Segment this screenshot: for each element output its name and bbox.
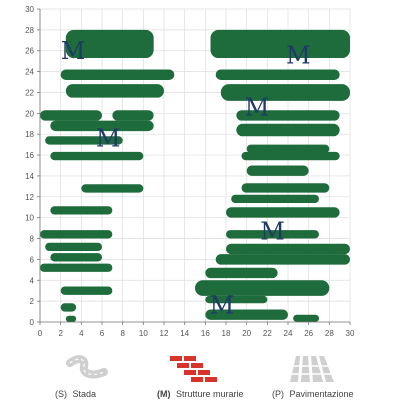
legend-label-m: Strutture murarie	[176, 389, 244, 399]
x-tick-label: 30	[346, 329, 355, 338]
heatmap-region	[50, 206, 113, 215]
heatmap-region	[45, 136, 123, 145]
heatmap-region	[236, 123, 340, 137]
annotation-label: M	[260, 218, 285, 246]
heatmap-region	[112, 110, 154, 121]
legend-entry-pavimentazione: (P) Pavimentazione	[272, 389, 354, 399]
heatmap-region	[40, 263, 113, 272]
x-tick-label: 22	[263, 329, 272, 338]
y-tick-label: 20	[25, 109, 34, 118]
y-tick-label: 14	[25, 172, 34, 181]
heatmap-region	[215, 69, 340, 80]
y-tick-label: 18	[25, 130, 34, 139]
x-tick-label: 28	[325, 329, 334, 338]
heatmap-region	[205, 267, 278, 279]
x-tick-label: 20	[242, 329, 251, 338]
road-icon	[66, 355, 108, 379]
annotation-label: M	[286, 41, 311, 69]
heatmap-region	[231, 194, 319, 204]
heatmap-region	[60, 303, 77, 312]
x-tick-label: 26	[304, 329, 313, 338]
legend-key-m: (M)	[157, 389, 171, 399]
heatmap-region	[226, 230, 319, 239]
heatmap-region	[220, 84, 350, 101]
heatmap-region	[65, 84, 164, 98]
heatmap-region	[241, 183, 330, 193]
legend-entry-stada: (S) Stada	[55, 389, 96, 399]
y-tick-label: 12	[25, 193, 34, 202]
x-tick-label: 24	[284, 329, 293, 338]
annotation-label: M	[210, 292, 235, 320]
heatmap-region	[226, 243, 350, 255]
heatmap-region	[45, 242, 102, 252]
y-tick-label: 10	[25, 214, 34, 223]
y-tick-label: 28	[25, 26, 34, 35]
y-tick-label: 16	[25, 151, 34, 160]
legend-key-p: (P)	[272, 389, 284, 399]
y-tick-label: 30	[25, 5, 34, 14]
y-tick-label: 22	[25, 88, 34, 97]
heatmap-region	[60, 286, 113, 295]
heatmap-region	[293, 314, 319, 322]
heatmap-region	[215, 254, 350, 265]
heatmap-region	[205, 295, 268, 304]
y-tick-label: 8	[30, 235, 35, 244]
annotation-label: M	[61, 37, 86, 65]
heatmap-region	[40, 110, 102, 121]
heatmap-region	[50, 151, 144, 161]
x-tick-label: 8	[120, 329, 125, 338]
heatmap-region	[50, 253, 102, 262]
paving-icon	[290, 356, 334, 382]
y-tick-label: 24	[25, 68, 34, 77]
x-tick-label: 10	[139, 329, 148, 338]
heatmap-region	[241, 151, 340, 161]
heatmap-region	[65, 29, 154, 59]
y-tick-label: 6	[30, 255, 35, 264]
heatmap-region	[81, 184, 144, 193]
brick-wall-icon	[170, 356, 217, 382]
heatmap-region	[246, 165, 309, 176]
heatmap-region	[50, 120, 154, 132]
heatmap-region	[205, 309, 288, 320]
legend-key-s: (S)	[55, 389, 67, 399]
heatmap-region	[60, 69, 175, 80]
legend-label-p: Pavimentazione	[290, 389, 354, 399]
heatmap-region	[226, 207, 340, 218]
heatmap-region	[246, 144, 330, 153]
y-tick-label: 26	[25, 47, 34, 56]
heatmap-region	[195, 280, 330, 296]
x-tick-label: 14	[180, 329, 189, 338]
region-layer	[40, 29, 350, 322]
heatmap-region	[210, 29, 350, 59]
x-tick-label: 12	[160, 329, 169, 338]
x-tick-label: 18	[222, 329, 231, 338]
legend-entry-strutture: (M) Strutture murarie	[157, 389, 244, 399]
x-tick-label: 2	[58, 329, 63, 338]
x-tick-label: 16	[201, 329, 210, 338]
legend-label-s: Stada	[73, 389, 97, 399]
annotation-label: M	[96, 125, 121, 153]
x-tick-label: 6	[100, 329, 105, 338]
y-tick-label: 2	[30, 297, 35, 306]
y-tick-label: 4	[30, 276, 35, 285]
x-tick-label: 0	[38, 329, 43, 338]
x-tick-label: 4	[79, 329, 84, 338]
heatmap-region	[236, 110, 340, 121]
y-tick-label: 0	[30, 318, 35, 327]
heatmap-region	[40, 230, 113, 239]
heatmap-region	[65, 315, 77, 322]
axes: 0 2 4 6 8 10 12 14 16 18 20 22 24 26 28 300246810121416…	[25, 5, 355, 338]
annotation-label: M	[245, 93, 270, 121]
